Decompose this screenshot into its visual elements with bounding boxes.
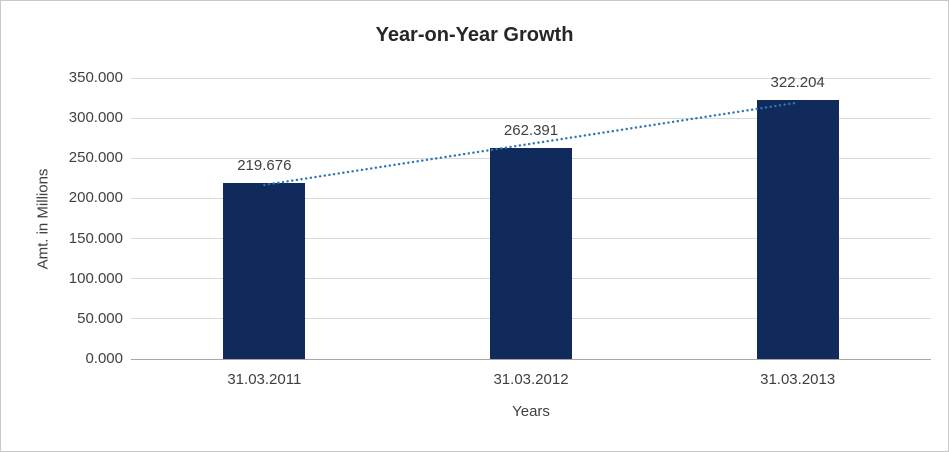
y-axis-tick-label: 100.000 xyxy=(68,269,123,287)
bar-value-label: 262.391 xyxy=(503,122,559,140)
y-axis-tick-label: 0.000 xyxy=(85,350,123,367)
x-axis-title: Years xyxy=(512,403,550,420)
gridline xyxy=(131,77,931,79)
x-axis-tick-label: 31.03.2013 xyxy=(760,371,836,388)
x-axis-tick-label: 31.03.2011 xyxy=(227,371,302,388)
bar-value-label: 219.676 xyxy=(237,156,292,174)
bar-value-label: 322.204 xyxy=(770,74,825,92)
y-axis-tick-label: 150.000 xyxy=(68,229,123,247)
x-axis-tick-label: 31.03.2012 xyxy=(493,371,569,388)
y-axis-tick-label: 250.000 xyxy=(68,149,123,167)
y-axis-tick-label: 350.000 xyxy=(68,69,123,86)
gridline xyxy=(131,358,931,360)
bar xyxy=(490,148,572,359)
chart-title: Year-on-Year Growth xyxy=(375,24,574,46)
y-axis-tick-label: 200.000 xyxy=(68,189,123,207)
y-axis-tick-label: 300.000 xyxy=(68,109,123,127)
bar xyxy=(223,182,306,359)
y-axis-tick-label: 50.000 xyxy=(77,309,123,327)
bar xyxy=(756,100,839,359)
